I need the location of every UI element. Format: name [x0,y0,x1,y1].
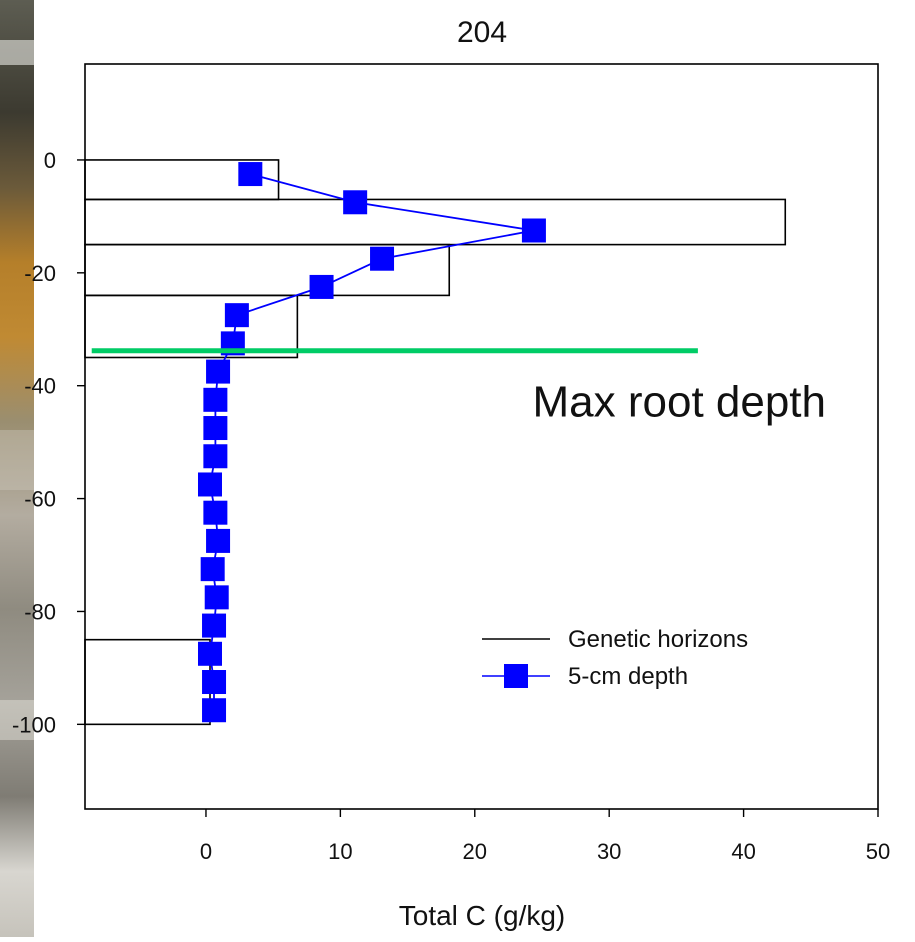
five-cm-depth-point-4 [309,274,334,299]
legend-swatch-five-cm-depth-marker [504,664,528,688]
x-tick-label-1: 10 [328,839,352,864]
soil-profile-photo [0,0,34,937]
five-cm-depth-point-14 [200,557,225,582]
max-root-depth-label: Max root depth [533,378,827,427]
y-tick-label-5: -100 [12,712,56,737]
x-axis-ticks: 0 10 20 30 40 50 [200,809,890,864]
x-tick-label-2: 20 [463,839,487,864]
five-cm-depth-point-3 [370,246,395,271]
five-cm-depth-point-18 [202,670,227,695]
five-cm-depth-point-7 [206,359,231,384]
five-cm-depth-point-12 [203,500,228,525]
x-tick-label-4: 40 [731,839,755,864]
plot-frame [84,63,879,810]
y-axis-ticks: 0 -20 -40 -60 -80 -100 [12,148,85,737]
y-tick-label-4: -80 [24,599,56,624]
chart-title: 204 [457,16,507,49]
x-tick-label-5: 50 [866,839,890,864]
legend-label-five-cm-depth: 5-cm depth [568,663,688,690]
five-cm-depth-point-0 [238,162,263,187]
five-cm-depth-point-2 [521,218,546,243]
genetic-horizons-series [84,159,787,726]
five-cm-depth-point-9 [203,416,228,441]
horizon-bar-4 [84,638,211,726]
five-cm-depth-point-1 [343,190,368,215]
five-cm-depth-point-15 [204,585,229,610]
legend-label-genetic-horizons: Genetic horizons [568,626,748,653]
legend: Genetic horizons 5-cm depth [482,626,748,690]
five-cm-depth-series [197,162,546,723]
five-cm-depth-point-13 [206,528,231,553]
annotation-layer: Max root depth [91,348,827,427]
y-tick-label-2: -40 [24,374,56,399]
five-cm-depth-point-16 [202,613,227,638]
five-cm-depth-point-11 [197,472,222,497]
horizon-bar-2 [84,243,451,297]
x-axis-title: Total C (g/kg) [399,900,566,931]
y-tick-label-0: 0 [44,148,56,173]
y-tick-label-1: -20 [24,261,56,286]
five-cm-depth-point-8 [203,387,228,412]
horizon-bar-3 [84,294,299,359]
x-tick-label-0: 0 [200,839,212,864]
horizon-bar-1 [84,198,787,246]
five-cm-depth-point-19 [202,698,227,723]
five-cm-depth-point-5 [224,303,249,328]
y-tick-label-3: -60 [24,487,56,512]
five-cm-depth-point-17 [197,641,222,666]
five-cm-depth-point-10 [203,444,228,469]
x-tick-label-3: 30 [597,839,621,864]
